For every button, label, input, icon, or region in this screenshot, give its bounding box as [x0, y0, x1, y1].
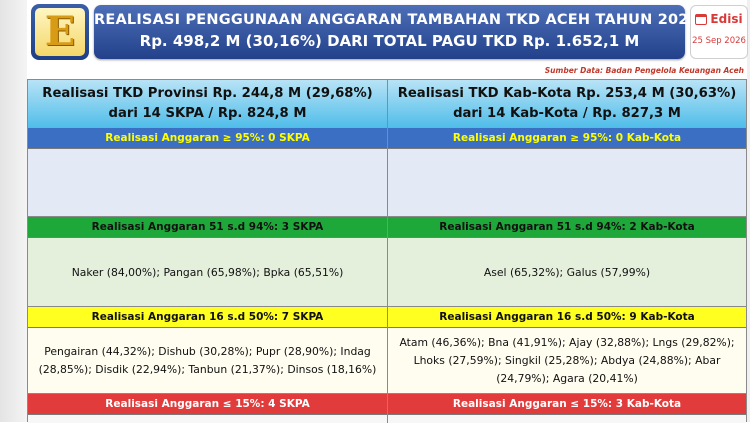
regency-header-text: Realisasi TKD Kab-Kota Rp. 253,4 M (30,6…	[397, 86, 737, 121]
calendar-icon	[695, 13, 708, 25]
logo-letter: E	[44, 8, 76, 55]
left-edge-shadow	[0, 0, 27, 422]
province-body-51: Naker (84,00%); Pangan (65,98%); Bpka (6…	[28, 238, 387, 307]
regency-body-15	[388, 415, 746, 423]
regency-band-51: Realisasi Anggaran 51 s.d 94%: 2 Kab-Kot…	[388, 217, 746, 238]
province-body-16: Pengairan (44,32%); Dishub (30,28%); Pup…	[28, 328, 387, 394]
province-header: Realisasi TKD Provinsi Rp. 244,8 M (29,6…	[28, 80, 387, 129]
right-edge	[747, 0, 750, 422]
banner-title: REALISASI PENGGUNAAN ANGGARAN TAMBAHAN T…	[94, 12, 699, 28]
province-body-95	[28, 149, 387, 217]
realization-table: Realisasi TKD Provinsi Rp. 244,8 M (29,6…	[27, 79, 747, 423]
regency-band-95: Realisasi Anggaran ≥ 95%: 0 Kab-Kota	[388, 128, 746, 149]
province-band-15: Realisasi Anggaran ≤ 15%: 4 SKPA	[28, 394, 387, 415]
regency-column: Realisasi TKD Kab-Kota Rp. 253,4 M (30,6…	[388, 80, 746, 423]
province-body-15	[28, 415, 387, 423]
regency-band-16: Realisasi Anggaran 16 s.d 50%: 9 Kab-Kot…	[388, 307, 746, 328]
province-band-51: Realisasi Anggaran 51 s.d 94%: 3 SKPA	[28, 217, 387, 238]
regency-header: Realisasi TKD Kab-Kota Rp. 253,4 M (30,6…	[388, 80, 746, 129]
province-band-16: Realisasi Anggaran 16 s.d 50%: 7 SKPA	[28, 307, 387, 328]
regency-body-16: Atam (46,36%); Bna (41,91%); Ajay (32,88…	[388, 328, 746, 394]
e-logo-icon: E	[31, 4, 89, 60]
regency-band-15: Realisasi Anggaran ≤ 15%: 3 Kab-Kota	[388, 394, 746, 415]
banner-subtitle: Rp. 498,2 M (30,16%) DARI TOTAL PAGU TKD…	[139, 32, 640, 50]
regency-body-95	[388, 149, 746, 217]
regency-body-51: Asel (65,32%); Galus (57,99%)	[388, 238, 746, 307]
title-banner: REALISASI PENGGUNAAN ANGGARAN TAMBAHAN T…	[94, 5, 699, 59]
edition-date: 25 Sep 2026	[692, 36, 746, 46]
province-column: Realisasi TKD Provinsi Rp. 244,8 M (29,6…	[28, 80, 388, 423]
edition-top: Edisi	[691, 12, 747, 26]
province-header-text: Realisasi TKD Provinsi Rp. 244,8 M (29,6…	[42, 86, 373, 121]
province-band-95: Realisasi Anggaran ≥ 95%: 0 SKPA	[28, 128, 387, 149]
logo-tile: E	[35, 8, 85, 56]
edition-badge: Edisi 25 Sep 2026	[690, 5, 748, 59]
edition-label: Edisi	[710, 12, 743, 26]
source-note: Sumber Data: Badan Pengelola Keuangan Ac…	[544, 66, 744, 75]
